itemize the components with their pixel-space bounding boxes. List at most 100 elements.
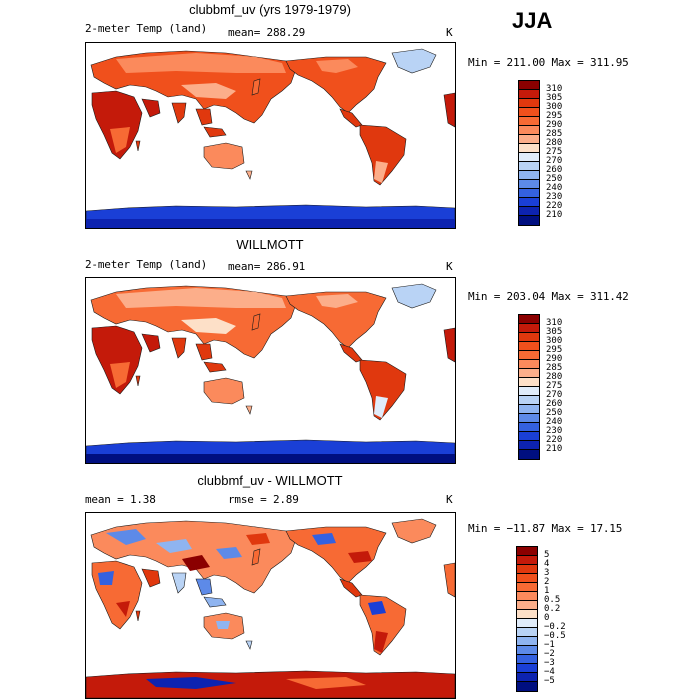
- panel3-colorbar-box: [517, 565, 537, 574]
- panel3-colorbar-box: [517, 646, 537, 655]
- cbar-tick-label: −0.2: [544, 622, 566, 632]
- panel2-colorbar-box: [519, 414, 539, 423]
- cbar-tick-label: −3: [544, 658, 555, 668]
- cbar-tick-label: 0: [544, 613, 550, 623]
- panel3-map: [85, 512, 456, 699]
- panel3-land: [86, 518, 455, 698]
- panel1-colorbar-box: [519, 117, 539, 126]
- cbar-tick-label: 250: [546, 174, 563, 184]
- cbar-tick-label: 2: [544, 577, 550, 587]
- greenland: [391, 283, 437, 309]
- cbar-tick-label: 260: [546, 399, 563, 409]
- panel1-colorbar-box: [519, 99, 539, 108]
- cbar-tick-label: 270: [546, 156, 563, 166]
- panel3-colorbar-box: [517, 610, 537, 619]
- panel1-minmax: Min = 211.00 Max = 311.95: [468, 56, 629, 69]
- panel2-colorbar-box: [519, 450, 539, 459]
- panel2-units: K: [446, 260, 453, 273]
- panel2-colorbar-box: [519, 387, 539, 396]
- panel2-colorbar-box: [519, 405, 539, 414]
- panel1-variable-label: 2-meter Temp (land): [85, 22, 208, 35]
- panel1-colorbar-box: [519, 135, 539, 144]
- panel2-mean-label: mean= 286.91: [228, 260, 306, 273]
- south-america: [359, 359, 407, 421]
- cbar-tick-label: 0.2: [544, 604, 561, 614]
- panel3-mean-label: mean = 1.38: [85, 493, 156, 506]
- cbar-tick-label: 295: [546, 345, 563, 355]
- panel1-title: clubbmf_uv (yrs 1979-1979): [189, 2, 351, 17]
- panel1-colorbar-box: [519, 144, 539, 153]
- cbar-tick-label: 285: [546, 363, 563, 373]
- south-america: [359, 124, 407, 186]
- cbar-tick-label: −2: [544, 649, 555, 659]
- panel1-units: K: [446, 26, 453, 39]
- panel2-colorbar-box: [519, 432, 539, 441]
- cbar-tick-label: 290: [546, 354, 563, 364]
- panel1-colorbar-box: [519, 189, 539, 198]
- panel2-colorbar-box: [519, 360, 539, 369]
- cbar-tick-label: 310: [546, 84, 563, 94]
- panel2-colorbar-box: [519, 369, 539, 378]
- panel3-colorbar-box: [517, 619, 537, 628]
- cbar-tick-label: −5: [544, 676, 555, 686]
- panel2-colorbar: [518, 314, 540, 460]
- panel2-colorbar-box: [519, 324, 539, 333]
- panel3-rmse-label: rmse = 2.89: [228, 493, 299, 506]
- cbar-tick-label: 250: [546, 408, 563, 418]
- africa: [91, 325, 143, 395]
- australia: [203, 377, 245, 405]
- cbar-tick-label: 305: [546, 327, 563, 337]
- panel3-colorbar-box: [517, 628, 537, 637]
- panel2-colorbar-box: [519, 333, 539, 342]
- panel2-title: WILLMOTT: [236, 237, 304, 252]
- panel1-colorbar-box: [519, 162, 539, 171]
- africa: [91, 560, 143, 630]
- cbar-tick-label: 310: [546, 318, 563, 328]
- cbar-tick-label: 285: [546, 129, 563, 139]
- panel1-colorbar-box: [519, 126, 539, 135]
- panel3-minmax: Min = −11.87 Max = 17.15: [468, 522, 623, 535]
- panel1-colorbar-box: [519, 153, 539, 162]
- cbar-tick-label: 230: [546, 426, 563, 436]
- panel3-colorbar-box: [517, 583, 537, 592]
- cbar-tick-label: 280: [546, 372, 563, 382]
- panel1-colorbar-box: [519, 90, 539, 99]
- cbar-tick-label: 300: [546, 102, 563, 112]
- panel1-colorbar-box: [519, 207, 539, 216]
- cbar-tick-label: 4: [544, 559, 550, 569]
- panel1-colorbar: [518, 80, 540, 226]
- cbar-tick-label: 220: [546, 435, 563, 445]
- panel3-colorbar-box: [517, 655, 537, 664]
- africa: [91, 90, 143, 160]
- panel2-variable-label: 2-meter Temp (land): [85, 258, 208, 271]
- cbar-tick-label: 275: [546, 381, 563, 391]
- panel1-colorbar-box: [519, 180, 539, 189]
- cbar-tick-label: 305: [546, 93, 563, 103]
- cbar-tick-label: 260: [546, 165, 563, 175]
- cbar-tick-label: 230: [546, 192, 563, 202]
- season-label: JJA: [512, 8, 553, 33]
- greenland: [391, 48, 437, 74]
- north-america: [285, 526, 387, 584]
- cbar-tick-label: 270: [546, 390, 563, 400]
- cbar-tick-label: 220: [546, 201, 563, 211]
- cbar-tick-label: 210: [546, 210, 563, 220]
- panel2-colorbar-box: [519, 423, 539, 432]
- cbar-tick-label: 5: [544, 550, 550, 560]
- cbar-tick-label: 240: [546, 183, 563, 193]
- panel3-units: K: [446, 493, 453, 506]
- cbar-tick-label: 295: [546, 111, 563, 121]
- panel1-colorbar-box: [519, 216, 539, 225]
- cbar-tick-label: 290: [546, 120, 563, 130]
- panel3-colorbar-box: [517, 556, 537, 565]
- panel2-map: [85, 277, 456, 464]
- panel3-colorbar-box: [517, 673, 537, 682]
- panel3-colorbar-box: [517, 547, 537, 556]
- panel1-land: [86, 48, 455, 228]
- australia: [203, 142, 245, 170]
- north-america: [285, 291, 387, 349]
- cbar-tick-label: 3: [544, 568, 550, 578]
- panel3-colorbar-box: [517, 682, 537, 691]
- cbar-tick-label: 210: [546, 444, 563, 454]
- panel1-mean-label: mean= 288.29: [228, 26, 306, 39]
